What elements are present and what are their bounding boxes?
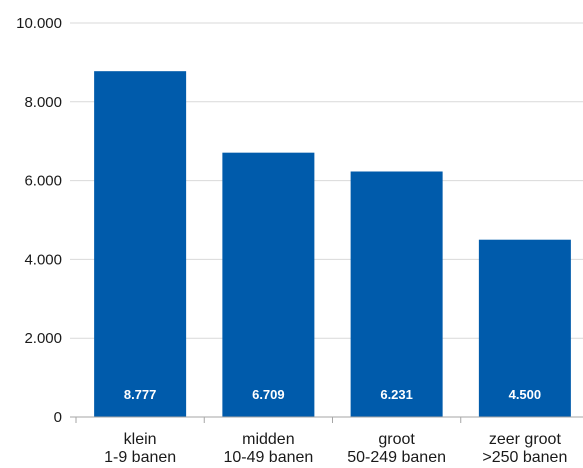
category-label-line: >250 banen — [482, 449, 567, 466]
bar — [94, 71, 187, 417]
y-tick-label: 8.000 — [24, 94, 62, 111]
y-tick-label: 2.000 — [24, 330, 62, 347]
category-label-line: midden — [242, 431, 294, 448]
category-label-line: 10-49 banen — [223, 449, 313, 466]
category-label: groot 50-249 banen — [347, 431, 446, 466]
data-label: 6.709 — [252, 387, 285, 402]
category-label-line: klein — [124, 431, 157, 448]
bar — [478, 239, 571, 417]
category-label: midden 10-49 banen — [223, 431, 313, 466]
y-tick-label: 10.000 — [16, 15, 62, 32]
x-axis-category-labels: klein 1-9 banen midden 10-49 banen groot 50-2… — [104, 431, 567, 466]
data-label: 4.500 — [509, 387, 542, 402]
y-tick-label: 6.000 — [24, 173, 62, 190]
category-label: zeer groot >250 banen — [482, 431, 567, 466]
x-axis — [70, 416, 583, 423]
category-label-line: groot — [378, 431, 415, 448]
bars: 8.777 6.709 6.231 4.500 — [94, 71, 571, 417]
category-label-line: 50-249 banen — [347, 449, 446, 466]
y-axis-tick-labels: 0 2.000 4.000 6.000 8.000 10.000 — [16, 15, 62, 426]
category-label: klein 1-9 banen — [104, 431, 176, 466]
y-tick-label: 4.000 — [24, 251, 62, 268]
bar — [350, 171, 443, 417]
data-label: 8.777 — [124, 387, 157, 402]
category-label-line: 1-9 banen — [104, 449, 176, 466]
y-tick-label: 0 — [54, 409, 62, 426]
category-label-line: zeer groot — [489, 431, 562, 448]
bar — [222, 152, 315, 417]
data-label: 6.231 — [380, 387, 413, 402]
